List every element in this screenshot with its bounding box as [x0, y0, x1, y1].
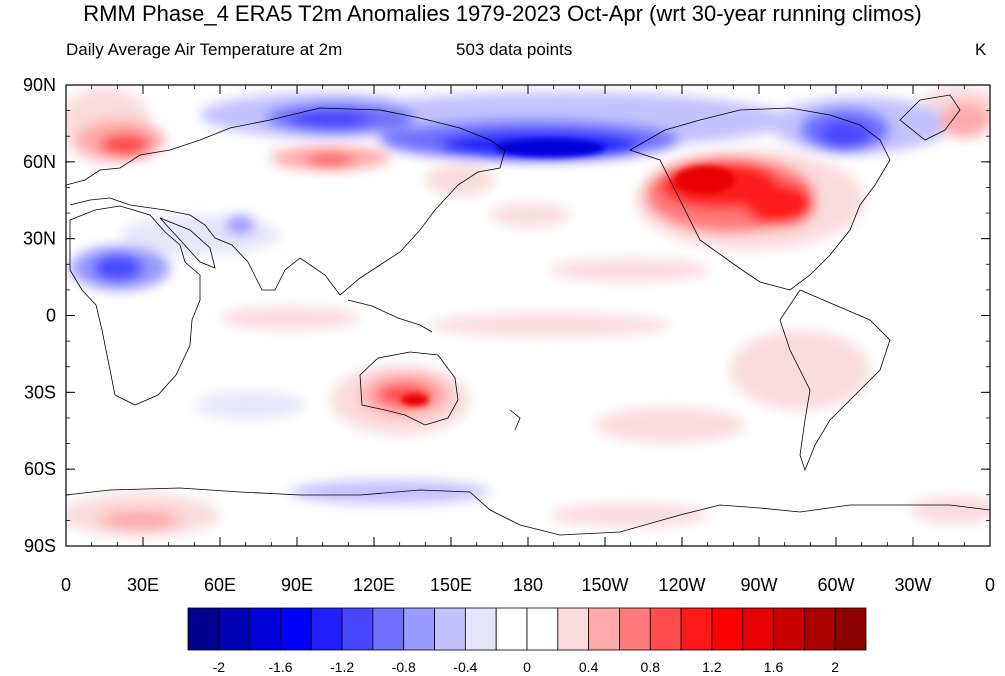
lon-tick-label: 120W [658, 575, 705, 595]
lon-tick-label: 60W [817, 575, 854, 595]
indonesia-coast [347, 299, 433, 333]
cold-anomaly [195, 391, 305, 419]
colorbar [187, 607, 867, 651]
colorbar-swatch [218, 607, 251, 651]
colorbar-swatch [680, 607, 713, 651]
warm-anomaly [745, 183, 815, 227]
colorbar-swatch [711, 607, 744, 651]
lat-tick-label: 90N [23, 75, 56, 95]
colorbar-swatch [834, 607, 867, 651]
units-label: K [975, 40, 987, 59]
colorbar-swatch [619, 607, 651, 651]
cold-anomaly [290, 480, 490, 504]
new-zealand-coast [509, 409, 521, 431]
lat-tick-label: 60S [24, 459, 56, 479]
north-america-coast [629, 107, 891, 291]
cold-anomaly [290, 110, 370, 130]
colorbar-tick-label: 2 [831, 659, 839, 675]
colorbar-swatch [773, 607, 805, 651]
lon-tick-label: 120E [353, 575, 395, 595]
colorbar-tick-label: -0.4 [453, 659, 477, 675]
colorbar-swatch [526, 607, 559, 651]
colorbar-swatch [803, 607, 836, 651]
colorbar-tick-label: -2 [213, 659, 226, 675]
cold-anomaly [93, 254, 143, 282]
africa-coast [69, 205, 201, 406]
warm-anomaly [490, 203, 570, 227]
warm-anomaly [430, 313, 670, 337]
colorbar-swatch [187, 607, 220, 651]
anomaly-field [66, 85, 990, 546]
lon-tick-label: 90E [281, 575, 313, 595]
greenland-coast [899, 94, 961, 141]
lon-tick-label: 150E [430, 575, 472, 595]
lat-tick-label: 90S [24, 536, 56, 556]
lat-tick-label: 30S [24, 382, 56, 402]
warm-anomaly [401, 394, 429, 406]
lon-tick-label: 180 [513, 575, 543, 595]
lat-tick-label: 30N [23, 229, 56, 249]
lon-tick-label: 60E [204, 575, 236, 595]
colorbar-swatch [557, 607, 590, 651]
colorbar-swatch [495, 607, 528, 651]
subtitle-variable: Daily Average Air Temperature at 2m [66, 40, 343, 59]
colorbar-tick-label: 1.6 [764, 659, 784, 675]
warm-anomaly [595, 407, 745, 443]
colorbar-swatch [403, 607, 435, 651]
subtitle-count: 503 data points [456, 40, 573, 59]
warm-anomaly [425, 164, 495, 196]
colorbar-swatch [742, 607, 774, 651]
colorbar-swatch [649, 607, 682, 651]
warm-anomaly [910, 496, 990, 524]
latitude-labels: 90N 60N 30N 0 30S 60S 90S [23, 75, 56, 556]
antarctica-coast [66, 487, 990, 536]
colorbar-swatch [588, 607, 620, 651]
lat-tick-label: 0 [46, 306, 56, 326]
longitude-labels: 0 30E 60E 90E 120E 150E 180 150W 120W 90W 60W 30W 0 [61, 575, 995, 595]
warm-anomaly [100, 510, 180, 530]
axis-ticks [65, 84, 991, 547]
colorbar-tick-label: 0.8 [641, 659, 661, 675]
chart-title: RMM Phase_4 ERA5 T2m Anomalies 1979-2023… [83, 1, 922, 26]
lat-tick-label: 60N [23, 152, 56, 172]
colorbar-swatch [341, 607, 374, 651]
warm-anomaly [550, 258, 710, 282]
lon-tick-label: 90W [740, 575, 777, 595]
lon-tick-label: 0 [985, 575, 995, 595]
lon-tick-label: 30W [894, 575, 931, 595]
warm-anomaly [220, 306, 360, 330]
cold-anomaly [820, 121, 870, 149]
colorbar-tick-label: 0 [523, 659, 531, 675]
colorbar-labels: -2 -1.6 -1.2 -0.8 -0.4 0 0.4 0.8 1.2 1.6 2 [213, 659, 840, 675]
arabia-coast [159, 217, 216, 269]
warm-anomaly [305, 154, 355, 166]
colorbar-tick-label: 0.4 [579, 659, 599, 675]
colorbar-tick-label: 1.2 [702, 659, 722, 675]
eurasia-coast [66, 107, 506, 296]
colorbar-swatch [372, 607, 405, 651]
lon-tick-label: 0 [61, 575, 71, 595]
lon-tick-label: 150W [581, 575, 628, 595]
coastlines [66, 94, 990, 536]
colorbar-tick-label: -1.6 [268, 659, 292, 675]
warm-anomaly [550, 503, 710, 527]
south-america-coast [779, 289, 891, 472]
warm-anomaly [675, 166, 735, 194]
cold-anomaly [225, 215, 255, 235]
warm-anomaly [940, 102, 990, 138]
colorbar-tick-label: -1.2 [330, 659, 354, 675]
colorbar-swatch [464, 607, 497, 651]
colorbar-tick-label: -0.8 [392, 659, 416, 675]
colorbar-swatch [310, 607, 343, 651]
colorbar-swatch [249, 607, 281, 651]
cold-anomaly [495, 139, 605, 157]
warm-anomaly [100, 133, 150, 157]
colorbar-swatch [280, 607, 312, 651]
colorbar-swatch [434, 607, 466, 651]
australia-coast [359, 351, 459, 426]
lon-tick-label: 30E [127, 575, 159, 595]
